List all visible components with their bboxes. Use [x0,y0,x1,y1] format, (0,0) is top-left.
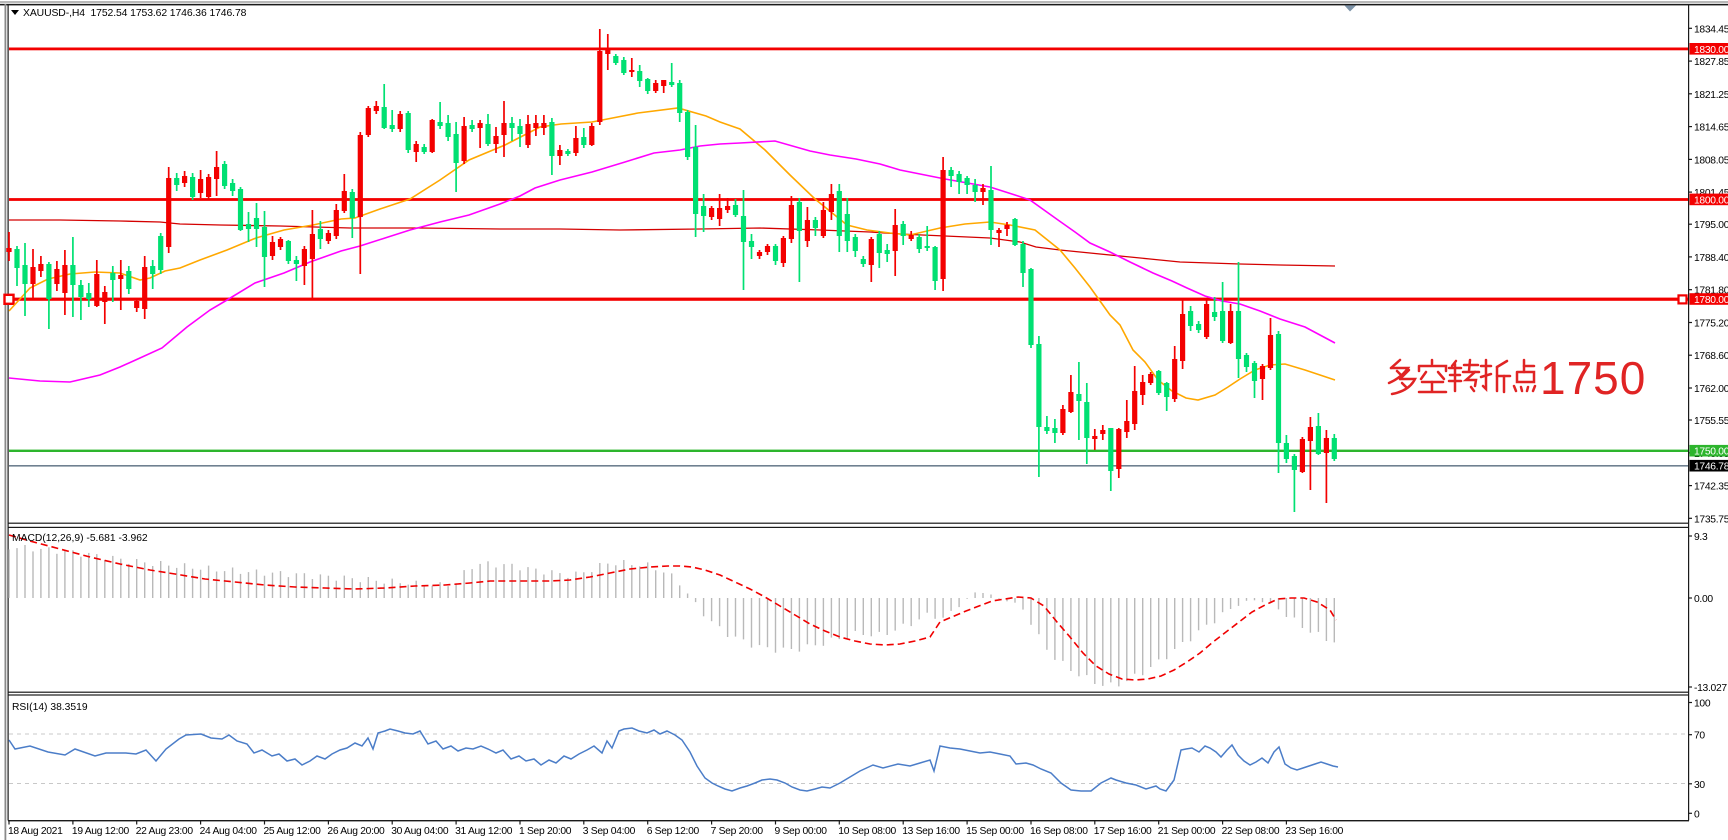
svg-text:25 Aug 12:00: 25 Aug 12:00 [264,826,322,837]
svg-text:15 Sep 00:00: 15 Sep 00:00 [966,826,1024,837]
svg-text:1775.20: 1775.20 [1694,319,1728,330]
svg-text:7 Sep 20:00: 7 Sep 20:00 [711,826,764,837]
svg-text:-13.027: -13.027 [1694,683,1727,694]
svg-text:1827.85: 1827.85 [1694,57,1728,68]
svg-text:3 Sep 04:00: 3 Sep 04:00 [583,826,636,837]
svg-text:10 Sep 08:00: 10 Sep 08:00 [838,826,896,837]
svg-text:30 Aug 04:00: 30 Aug 04:00 [391,826,449,837]
svg-text:16 Sep 08:00: 16 Sep 08:00 [1030,826,1088,837]
svg-text:1821.25: 1821.25 [1694,90,1728,101]
svg-text:1780.00: 1780.00 [1694,295,1728,306]
svg-text:6 Sep 12:00: 6 Sep 12:00 [647,826,700,837]
svg-text:1750.00: 1750.00 [1694,447,1728,458]
svg-text:23 Sep 16:00: 23 Sep 16:00 [1285,826,1343,837]
svg-text:MACD(12,26,9) -5.681 -3.962: MACD(12,26,9) -5.681 -3.962 [12,533,148,544]
svg-text:21 Sep 00:00: 21 Sep 00:00 [1158,826,1216,837]
svg-text:1830.00: 1830.00 [1694,45,1728,56]
svg-text:1755.55: 1755.55 [1694,416,1728,427]
svg-text:0: 0 [1694,809,1700,820]
svg-text:24 Aug 04:00: 24 Aug 04:00 [200,826,258,837]
svg-text:0.00: 0.00 [1694,594,1713,605]
svg-text:1795.00: 1795.00 [1694,220,1728,231]
svg-text:1 Sep 20:00: 1 Sep 20:00 [519,826,572,837]
svg-text:XAUUSD-,H4 1752.54 1753.62 17: XAUUSD-,H4 1752.54 1753.62 1746.36 1746.… [23,8,247,19]
svg-text:17 Sep 16:00: 17 Sep 16:00 [1094,826,1152,837]
svg-text:19 Aug 12:00: 19 Aug 12:00 [72,826,130,837]
svg-text:1735.75: 1735.75 [1694,514,1728,525]
svg-text:1814.65: 1814.65 [1694,123,1728,134]
svg-text:1746.78: 1746.78 [1694,462,1728,473]
svg-text:100: 100 [1694,699,1711,710]
svg-text:1808.05: 1808.05 [1694,155,1728,166]
svg-text:9.3: 9.3 [1694,532,1708,543]
svg-text:18 Aug 2021: 18 Aug 2021 [8,826,63,837]
svg-text:9 Sep 00:00: 9 Sep 00:00 [775,826,828,837]
svg-text:22 Sep 08:00: 22 Sep 08:00 [1222,826,1280,837]
svg-text:1742.35: 1742.35 [1694,482,1728,493]
svg-text:1768.60: 1768.60 [1694,351,1728,362]
svg-text:RSI(14) 38.3519: RSI(14) 38.3519 [12,702,88,713]
svg-text:22 Aug 23:00: 22 Aug 23:00 [136,826,194,837]
svg-text:1762.00: 1762.00 [1694,384,1728,395]
svg-text:30: 30 [1694,780,1705,791]
svg-text:26 Aug 20:00: 26 Aug 20:00 [327,826,385,837]
svg-text:1834.45: 1834.45 [1694,24,1728,35]
svg-text:1781.80: 1781.80 [1694,286,1728,297]
svg-text:31 Aug 12:00: 31 Aug 12:00 [455,826,513,837]
svg-text:13 Sep 16:00: 13 Sep 16:00 [902,826,960,837]
svg-text:1800.00: 1800.00 [1694,195,1728,206]
svg-text:70: 70 [1694,731,1705,742]
svg-text:1750: 1750 [1540,352,1646,404]
svg-text:1788.40: 1788.40 [1694,253,1728,264]
